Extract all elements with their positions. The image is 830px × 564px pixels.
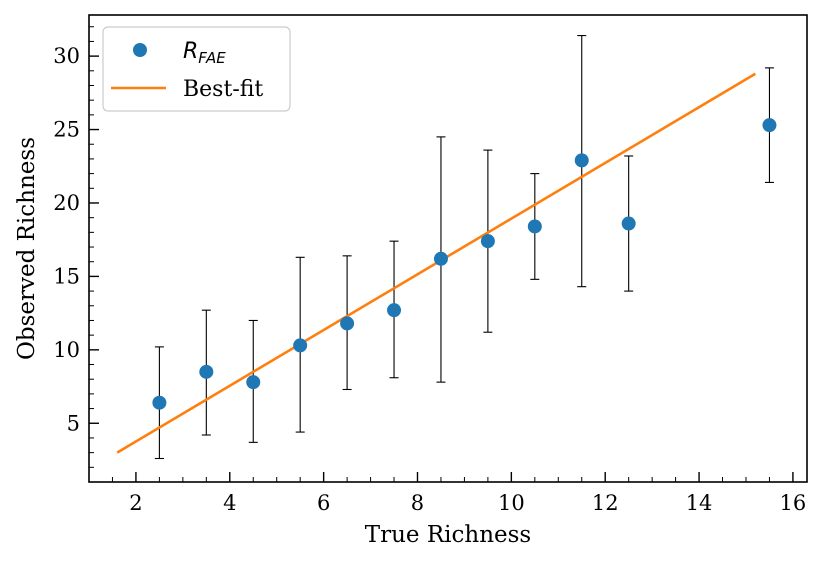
legend: RFAE Best-fit — [102, 26, 291, 112]
y-tick-label: 30 — [53, 44, 80, 68]
data-point — [433, 251, 448, 266]
x-tick-labels: 2 4 6 8 10 12 14 16 — [129, 491, 806, 515]
x-tick-label: 12 — [592, 491, 619, 515]
legend-box — [102, 26, 291, 112]
data-point — [199, 364, 214, 379]
x-tick-label: 4 — [223, 491, 236, 515]
data-point — [293, 338, 308, 353]
y-axis-label: Observed Richness — [14, 137, 40, 360]
y-tick-labels: 5 10 15 20 25 30 — [53, 44, 80, 435]
x-tick-label: 8 — [411, 491, 424, 515]
y-tick-label: 25 — [53, 118, 80, 142]
legend-label-scatter: RFAE — [183, 39, 226, 67]
y-tick-label: 10 — [53, 338, 80, 362]
data-point — [527, 219, 542, 234]
x-tick-label: 14 — [686, 491, 713, 515]
legend-label-best-fit: Best-fit — [183, 77, 263, 102]
data-point — [574, 153, 589, 168]
x-tick-label: 10 — [498, 491, 525, 515]
data-point — [480, 234, 495, 249]
data-point — [762, 118, 777, 133]
x-axis-label: True Richness — [365, 522, 531, 548]
major-ticks — [89, 55, 794, 482]
points — [152, 118, 777, 410]
x-tick-label: 6 — [317, 491, 330, 515]
data-point — [340, 316, 355, 331]
y-tick-label: 5 — [67, 411, 80, 435]
y-tick-label: 15 — [53, 264, 80, 288]
y-tick-label: 20 — [53, 191, 80, 215]
legend-scatter-marker — [133, 43, 147, 57]
data-point — [621, 216, 636, 231]
minor-ticks — [88, 26, 770, 483]
x-tick-label: 16 — [780, 491, 807, 515]
data-point — [246, 375, 261, 390]
data-point — [387, 303, 402, 318]
plot-frame — [88, 14, 808, 483]
data-point — [152, 395, 167, 410]
x-tick-label: 2 — [129, 491, 142, 515]
